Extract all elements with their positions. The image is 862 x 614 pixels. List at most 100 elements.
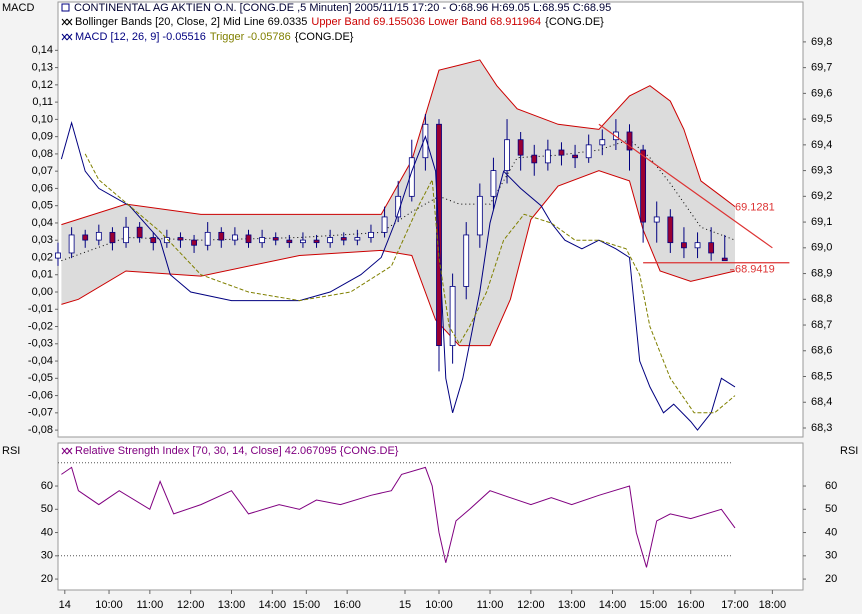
title-icon	[61, 3, 70, 12]
candle-body	[694, 242, 701, 249]
y-tick-label: 20	[825, 573, 837, 585]
y-tick-label: 60	[825, 480, 837, 492]
candle-body	[558, 149, 565, 156]
legend-icon	[66, 18, 73, 26]
candle-body	[136, 226, 143, 238]
y2-tick-label: 69,8	[811, 36, 832, 48]
x-tick-label: 13:00	[558, 599, 586, 611]
y-tick-label: 0,09	[32, 131, 53, 143]
upper-band	[61, 59, 736, 226]
y-tick-label: -0,04	[28, 355, 53, 367]
x-tick-label: 17:00	[721, 599, 749, 611]
candle-body	[300, 239, 306, 244]
y-tick-label: 20	[41, 573, 53, 585]
y-tick-label: 50	[825, 503, 837, 515]
y2-tick-label: 68,4	[811, 396, 832, 408]
y-axis-label: RSI	[2, 445, 20, 457]
candle-body	[490, 170, 497, 197]
y-tick-label: 0,05	[32, 200, 53, 212]
legend-entry: Upper Band 69.155036 Lower Band 68.91196…	[311, 16, 541, 28]
y-tick-label: -0,03	[28, 338, 53, 350]
x-tick-label: 12:00	[177, 599, 205, 611]
candle-body	[681, 242, 687, 249]
candle-body	[517, 139, 524, 156]
y2-tick-label: 68,9	[811, 267, 832, 279]
mid-line	[61, 139, 736, 262]
x-tick-label: 15:00	[293, 599, 321, 611]
y2-tick-label: 69,2	[811, 190, 832, 202]
y2-tick-label: 69,7	[811, 62, 832, 74]
x-tick-label: 14	[59, 599, 71, 611]
candle-body	[653, 216, 660, 223]
candle-body	[449, 286, 456, 347]
y2-tick-label: 69,1	[811, 216, 832, 228]
y-axis-label: MACD	[2, 2, 34, 14]
candle-body	[150, 237, 157, 244]
x-tick-label: 16:00	[333, 599, 361, 611]
candle-body	[177, 237, 184, 241]
legend-icon	[66, 447, 73, 455]
candle-body	[544, 149, 551, 164]
candle-body	[231, 234, 238, 241]
candle-body	[218, 231, 225, 241]
candle-body	[109, 231, 116, 244]
candle-body	[381, 216, 388, 233]
y-tick-label: -0,06	[28, 389, 53, 401]
y2-tick-label: 68,5	[811, 370, 832, 382]
candle-body	[55, 252, 61, 259]
candle-body	[599, 139, 606, 146]
y-tick-label: 40	[825, 526, 837, 538]
legend-text: Bollinger Bands [20, Close, 2] Mid Line …	[75, 16, 604, 28]
trendline-label: 69.1281	[735, 202, 775, 214]
x-tick-label: 18:00	[759, 599, 787, 611]
y2-tick-label: 69,3	[811, 165, 832, 177]
candle-body	[272, 237, 279, 241]
y-tick-label: -0,07	[28, 407, 53, 419]
legend-entry: Trigger -0.05786	[210, 31, 291, 43]
x-tick-label: 10:00	[95, 599, 123, 611]
candle-body	[476, 195, 483, 236]
macd-line	[84, 153, 736, 414]
candle-body	[191, 239, 197, 246]
trendline	[598, 123, 773, 249]
candle-body	[708, 242, 715, 254]
y2-tick-label: 68,8	[811, 293, 832, 305]
chart-title: CONTINENTAL AG AKTIEN O.N. [CONG.DE ,5 M…	[74, 2, 611, 14]
y-tick-label: 0,03	[32, 234, 53, 246]
y2-tick-label: 69,5	[811, 113, 832, 125]
candle-body	[259, 237, 266, 244]
y-tick-label: 0,02	[32, 251, 53, 263]
legend-icon	[66, 33, 73, 41]
x-tick-label: 14:00	[259, 599, 287, 611]
y-tick-label: -0,05	[28, 372, 53, 384]
candle-body	[640, 149, 647, 223]
candle-body	[667, 216, 674, 244]
rsi-line	[61, 466, 736, 568]
y2-tick-label: 68,3	[811, 422, 832, 434]
y-tick-label: 0,11	[32, 96, 53, 108]
x-tick-label: 15	[399, 599, 411, 611]
y-tick-label: -0,02	[28, 320, 53, 332]
candle-body	[354, 237, 361, 241]
candle-body	[204, 231, 211, 246]
x-tick-label: 15:00	[640, 599, 668, 611]
x-tick-label: 11:00	[136, 599, 163, 611]
candle-body	[286, 239, 293, 244]
x-tick-label: 11:00	[477, 599, 504, 611]
y-tick-label: 0,04	[32, 217, 53, 229]
candle-body	[68, 234, 75, 254]
candle-body	[422, 123, 429, 159]
legend-entry: Relative Strength Index [70, 30, 14, Clo…	[75, 445, 399, 457]
trendline-label: 68.9419	[735, 264, 775, 276]
candle-body	[163, 237, 170, 244]
legend-entry: {CONG.DE}	[545, 16, 604, 28]
candle-body	[327, 237, 334, 244]
legend-entry: MACD [12, 26, 9] -0.05516	[75, 31, 206, 43]
candle-body	[585, 144, 592, 159]
y-tick-label: 0,14	[32, 44, 53, 56]
y-tick-label: 30	[825, 550, 837, 562]
candle-body	[504, 139, 510, 171]
y-tick-label: -0,08	[28, 424, 53, 436]
